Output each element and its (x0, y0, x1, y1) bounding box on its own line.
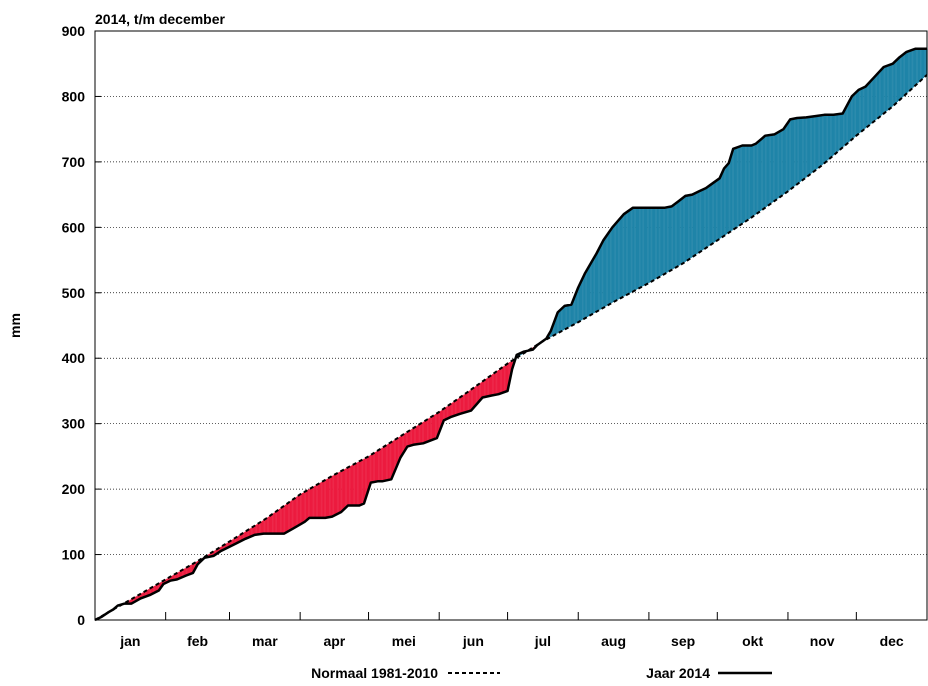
chart-title: 2014, t/m december (95, 11, 226, 27)
y-tick-label: 700 (62, 154, 86, 170)
x-tick-label: sep (671, 633, 695, 649)
x-tick-label: mar (252, 633, 278, 649)
y-tick-label: 0 (77, 612, 85, 628)
y-tick-labels: 0 100 200 300 400 500 600 700 800 900 (62, 23, 101, 628)
x-tick-label: feb (187, 633, 208, 649)
x-tick-label: mei (392, 633, 416, 649)
x-tick-label: jul (534, 633, 551, 649)
y-tick-label: 900 (62, 23, 86, 39)
y-tick-label: 100 (62, 547, 86, 563)
y-tick-label: 300 (62, 416, 86, 432)
x-tick-label: jan (119, 633, 140, 649)
difference-fill (96, 48, 928, 619)
x-tick-label: okt (742, 633, 763, 649)
y-tick-label: 200 (62, 481, 86, 497)
y-tick-label: 500 (62, 285, 86, 301)
series-lines (94, 47, 928, 622)
y-axis-label: mm (7, 313, 23, 338)
series-jaar-line (94, 47, 927, 622)
legend-label-jaar: Jaar 2014 (646, 665, 710, 681)
x-tick-label: nov (810, 633, 835, 649)
plot-frame (94, 30, 928, 621)
series-normaal-line (94, 74, 928, 621)
x-tick-label: dec (880, 633, 904, 649)
legend: Normaal 1981-2010 Jaar 2014 (311, 665, 772, 681)
y-tick-label: 600 (62, 219, 86, 235)
y-tick-label: 800 (62, 88, 86, 104)
y-tick-label: 400 (62, 350, 86, 366)
x-tick-label: aug (601, 633, 626, 649)
legend-label-normaal: Normaal 1981-2010 (311, 665, 438, 681)
x-tick-label: jun (462, 633, 484, 649)
x-tick-labels: jan feb mar apr mei jun jul aug sep okt nov dec (119, 612, 904, 649)
x-tick-label: apr (323, 633, 345, 649)
